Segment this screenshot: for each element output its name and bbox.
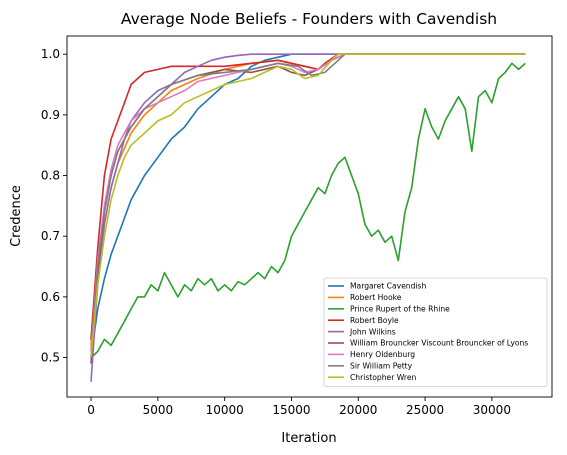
- y-tick-label: 0.6: [41, 290, 60, 304]
- x-tick-label: 25000: [406, 403, 444, 417]
- legend-label-1: Margaret Cavendish: [350, 282, 427, 291]
- axis-ticks: 0 5000 10000 15000 20000 25000 30000 0.5 0.6 0.7 0…: [41, 47, 511, 417]
- series-line-3: [90, 62, 526, 359]
- x-tick-label: 20000: [339, 403, 377, 417]
- series-line-5: [90, 53, 526, 382]
- y-tick-label: 0.7: [41, 229, 60, 243]
- chart-title: Average Node Beliefs - Founders with Cav…: [121, 10, 497, 28]
- y-tick-label: 0.8: [41, 169, 60, 183]
- x-tick-label: 5000: [143, 403, 174, 417]
- y-axis-label: Credence: [9, 185, 24, 247]
- legend-label-5: John Wilkins: [349, 327, 396, 336]
- series-line-8: [90, 53, 526, 358]
- legend-box: [323, 277, 548, 387]
- legend-label-3: Prince Rupert of the Rhine: [350, 305, 450, 314]
- legend-label-9: Christopher Wren: [350, 373, 417, 382]
- x-tick-label: 10000: [206, 403, 244, 417]
- x-tick-label: 0: [87, 403, 95, 417]
- legend-label-8: Sir William Petty: [350, 362, 413, 371]
- y-tick-label: 0.5: [41, 351, 60, 365]
- x-tick-label: 15000: [272, 403, 310, 417]
- x-axis-label: Iteration: [281, 431, 336, 446]
- series-line-7: [90, 53, 526, 352]
- plot-frame: [66, 35, 553, 398]
- legend-label-6: William Brouncker Viscount Brouncker of …: [350, 339, 528, 348]
- plot-area: [90, 53, 526, 382]
- legend-label-2: Robert Hooke: [350, 293, 402, 302]
- legend-label-7: Henry Oldenburg: [350, 350, 415, 359]
- y-tick-label: 1.0: [41, 47, 60, 61]
- x-tick-label: 30000: [473, 403, 511, 417]
- series-line-9: [90, 53, 526, 358]
- legend: Margaret Cavendish Robert Hooke Prince Rup…: [323, 277, 548, 387]
- y-tick-label: 0.9: [41, 108, 60, 122]
- legend-label-4: Robert Boyle: [350, 316, 399, 325]
